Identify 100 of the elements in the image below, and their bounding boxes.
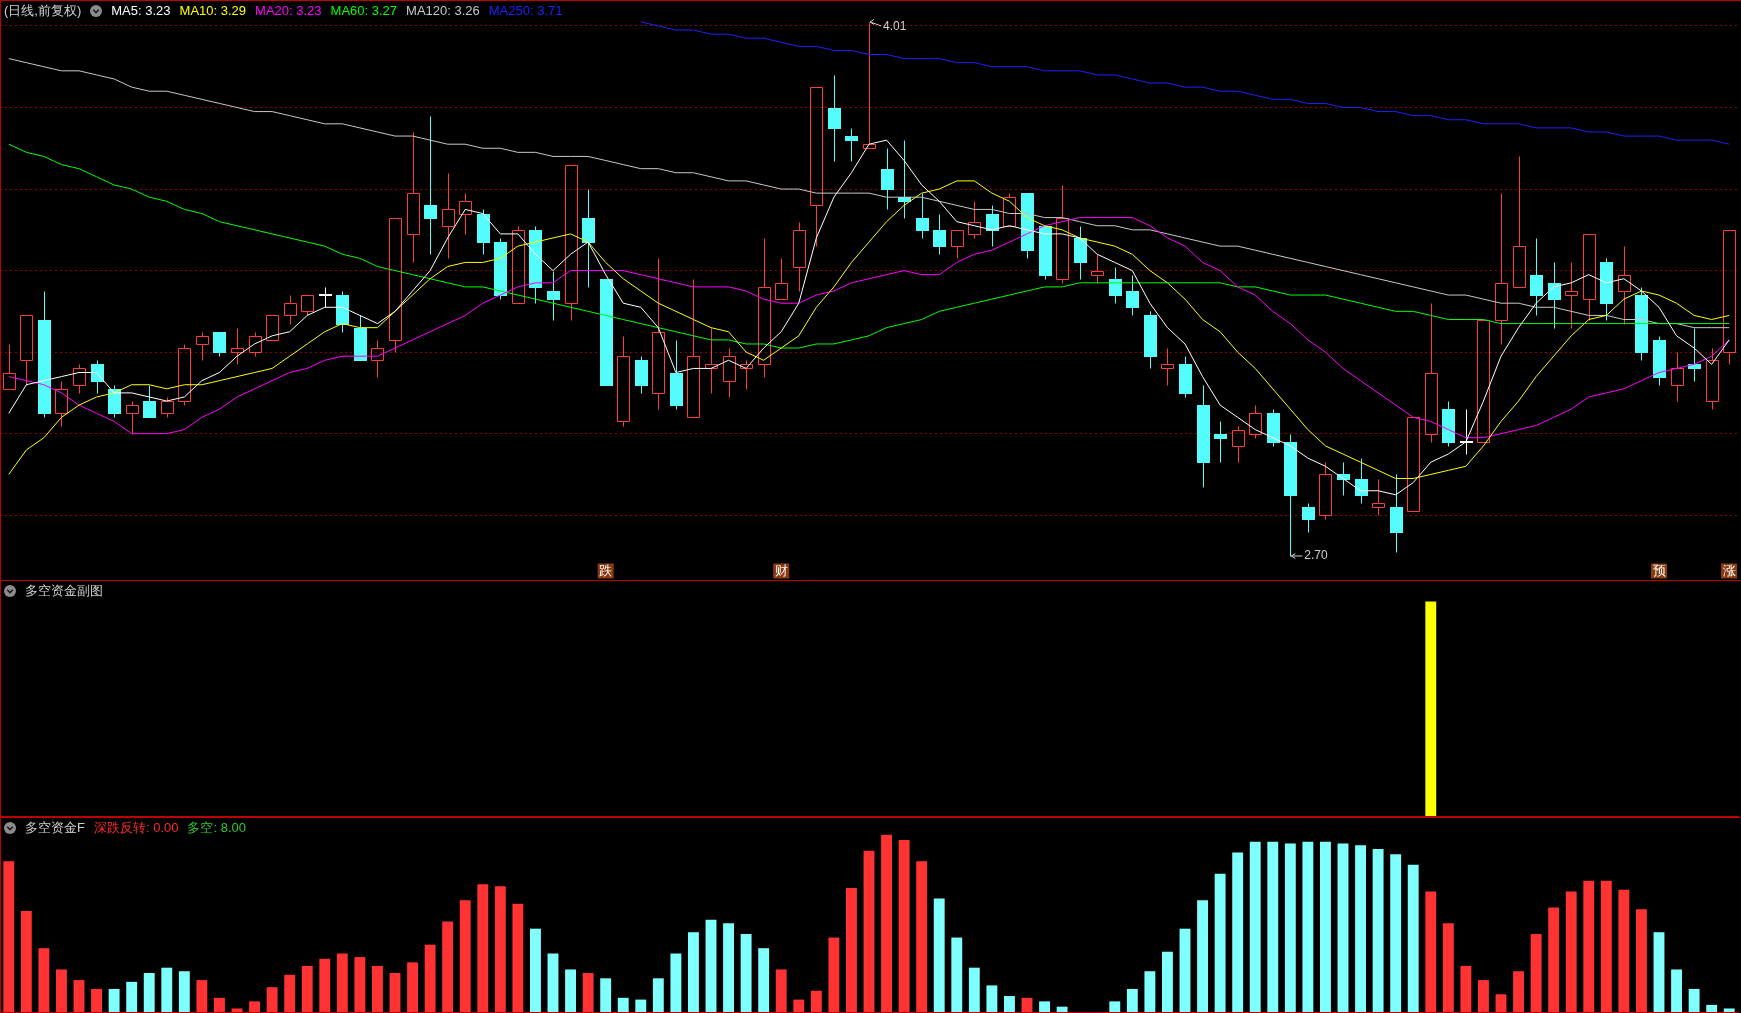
bar	[1249, 841, 1261, 1012]
bar	[1109, 1001, 1121, 1012]
bar	[477, 884, 489, 1012]
candlestick	[3, 344, 16, 390]
bar	[424, 944, 436, 1012]
bar	[442, 921, 454, 1012]
candlestick	[828, 75, 841, 162]
bar	[1565, 891, 1577, 1012]
bar	[881, 834, 892, 1012]
bar	[758, 948, 770, 1012]
text: MA250: 3.71	[488, 3, 563, 19]
candlestick	[758, 238, 771, 378]
bar	[91, 988, 102, 1012]
candlestick	[863, 22, 876, 149]
chart-title: 多空资金副图	[25, 583, 103, 599]
candlestick	[617, 336, 630, 427]
bar	[1600, 880, 1612, 1012]
candlestick	[1425, 303, 1438, 443]
candlestick	[1565, 262, 1578, 329]
bar	[20, 910, 32, 1012]
bar	[1460, 965, 1472, 1012]
chart-title: (日线,前复权)	[4, 3, 82, 19]
bar	[1162, 951, 1173, 1012]
bar	[1337, 843, 1349, 1012]
candlestick	[793, 222, 806, 292]
text: MA120: 3.26	[406, 3, 480, 19]
bar	[951, 937, 963, 1012]
candlestick	[881, 148, 894, 210]
bar	[1530, 934, 1542, 1012]
x-tick-label: 跌	[599, 562, 613, 578]
bar	[1671, 969, 1682, 1012]
bar	[1267, 841, 1279, 1012]
bar	[1723, 1008, 1735, 1012]
candlestick	[407, 132, 420, 263]
candlestick	[55, 381, 68, 427]
x-tick-label: 财	[774, 562, 788, 578]
bar	[1548, 907, 1560, 1012]
bar	[1495, 994, 1507, 1012]
bar	[1284, 843, 1296, 1012]
bar	[1390, 854, 1402, 1012]
candlestick	[196, 332, 209, 361]
candlestick	[126, 401, 139, 435]
bar	[1706, 1004, 1718, 1012]
candlestick	[424, 116, 437, 255]
candlestick	[1407, 417, 1420, 512]
bar	[828, 937, 840, 1012]
bar	[1232, 852, 1244, 1012]
bar	[617, 997, 629, 1012]
bar	[1004, 996, 1015, 1012]
bar	[143, 973, 155, 1012]
candlestick	[319, 287, 332, 308]
candlestick	[775, 258, 788, 300]
candlestick	[1109, 267, 1122, 304]
candlestick	[1091, 254, 1104, 284]
candlestick	[1706, 348, 1719, 410]
bar	[354, 957, 366, 1012]
bar	[775, 969, 787, 1012]
bar	[793, 999, 805, 1012]
candlestick	[1618, 246, 1631, 325]
candlestick	[266, 315, 279, 341]
candlestick	[687, 279, 700, 418]
bar	[1442, 923, 1454, 1012]
x-tick-label: 预	[1652, 562, 1666, 578]
bar	[1144, 971, 1156, 1012]
candlestick	[810, 87, 823, 247]
candlestick	[91, 360, 104, 394]
candlestick	[1232, 426, 1245, 463]
candlestick	[213, 332, 226, 357]
bar	[547, 953, 559, 1012]
bar	[530, 928, 541, 1012]
bar	[459, 900, 471, 1012]
bar	[1653, 932, 1665, 1012]
candlestick	[916, 193, 929, 239]
candlestick	[1126, 275, 1139, 316]
bar	[372, 965, 383, 1012]
bar	[56, 969, 67, 1012]
candlestick	[1214, 421, 1227, 463]
bar	[214, 997, 225, 1012]
candlestick	[1249, 405, 1262, 439]
bar	[652, 978, 664, 1012]
bar	[389, 973, 401, 1012]
candlestick	[73, 364, 86, 394]
annotation: 深跌反转: 0.00	[93, 820, 179, 836]
bar	[1372, 848, 1384, 1012]
bar	[1056, 1006, 1068, 1012]
bar	[126, 981, 138, 1012]
candlestick	[565, 165, 578, 321]
candlestick	[845, 128, 858, 162]
bar	[1320, 841, 1331, 1012]
x-tick-label: 涨	[1722, 562, 1736, 578]
candlestick	[547, 271, 560, 321]
bar	[1636, 909, 1647, 1012]
candlestick	[1495, 193, 1508, 345]
bar	[196, 980, 208, 1012]
bar	[1513, 971, 1524, 1012]
annotation: 2.70	[1304, 548, 1329, 563]
candlestick	[986, 205, 999, 247]
candlestick	[1548, 262, 1561, 329]
bar	[916, 861, 928, 1012]
candlestick	[459, 193, 472, 235]
